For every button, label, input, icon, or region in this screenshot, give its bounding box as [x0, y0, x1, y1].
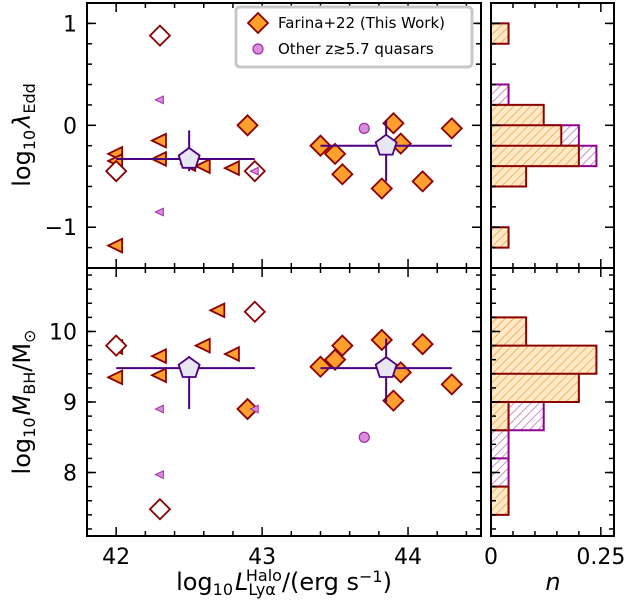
point-1-2-2 — [148, 497, 172, 521]
xlabel-main: log10LLyαHalo/(erg s−1) — [176, 566, 392, 599]
xtick-label-1: 43 — [248, 545, 276, 570]
point-1-2-1 — [243, 300, 267, 323]
point-1-2-0 — [104, 334, 128, 357]
ytick-label-top-2: 1 — [63, 12, 77, 37]
point-1-1-3 — [149, 366, 167, 384]
point-0-0-5 — [382, 111, 405, 135]
point-0-2-0 — [148, 24, 172, 47]
xlabel-hist: n — [545, 568, 560, 596]
point-1-1-2 — [149, 347, 167, 365]
legend-circle-icon — [252, 43, 264, 55]
legend-label-other: Other z≳5.7 quasars — [278, 40, 434, 58]
bot-main-frame — [86, 267, 482, 537]
point-0-0-2 — [323, 142, 347, 166]
point-1-4-2 — [249, 404, 259, 414]
point-1-1-5 — [208, 302, 226, 319]
hist-xtick-label-0: 0 — [484, 545, 498, 570]
ytick-label-bot-1: 9 — [63, 391, 77, 416]
legend-label-farina: Farina+22 (This Work) — [278, 14, 445, 32]
point-1-0-8 — [440, 373, 464, 396]
point-1-1-6 — [222, 345, 240, 363]
point-1-0-3 — [331, 334, 354, 357]
xtick-label-2: 44 — [394, 545, 422, 570]
point-0-1-3 — [149, 132, 167, 149]
ylabel-mbh: log10MBH/M⊙ — [8, 330, 39, 475]
legend-diamond-icon — [246, 11, 270, 35]
point-0-4-1 — [154, 207, 164, 217]
point-0-0-0 — [236, 114, 259, 137]
ytick-label-bot-2: 10 — [49, 320, 77, 345]
point-0-3-0 — [358, 122, 370, 134]
point-1-0-7 — [411, 332, 434, 356]
point-1-4-1 — [154, 470, 164, 480]
xtick-label-0: 42 — [102, 545, 130, 570]
point-1-4-0 — [154, 404, 164, 414]
point-1-0-0 — [236, 397, 259, 421]
point-1-0-4 — [370, 328, 394, 352]
hist-3-series-0 — [491, 316, 598, 516]
point-0-0-8 — [440, 117, 464, 140]
ytick-label-top-1: 0 — [63, 114, 77, 139]
point-0-2-1 — [104, 159, 128, 183]
point-0-4-0 — [154, 95, 164, 105]
median-marker-0-0 — [177, 146, 201, 169]
point-1-0-2 — [323, 348, 347, 371]
hist-xtick-label-1: 0.25 — [576, 545, 624, 570]
point-0-1-7 — [222, 159, 240, 177]
point-0-0-1 — [309, 134, 332, 157]
point-1-1-0 — [106, 369, 124, 386]
point-1-0-1 — [309, 355, 332, 379]
median-marker-1-0 — [177, 355, 201, 378]
ytick-label-top-0: −1 — [45, 216, 77, 241]
point-0-1-6 — [193, 157, 211, 175]
point-0-0-3 — [331, 162, 354, 186]
ylabel-lambda: log10λEdd — [8, 83, 39, 187]
ytick-label-bot-0: 8 — [63, 462, 77, 487]
point-1-3-0 — [358, 431, 370, 443]
median-marker-0-1 — [374, 133, 398, 156]
point-1-1-4 — [193, 337, 211, 354]
hist-2-series-0 — [491, 22, 580, 249]
point-0-0-7 — [411, 170, 434, 193]
point-0-1-0 — [106, 237, 124, 254]
point-0-4-2 — [249, 166, 259, 176]
point-0-0-4 — [370, 177, 394, 200]
median-marker-1-1 — [374, 355, 398, 378]
legend-box — [234, 5, 474, 69]
